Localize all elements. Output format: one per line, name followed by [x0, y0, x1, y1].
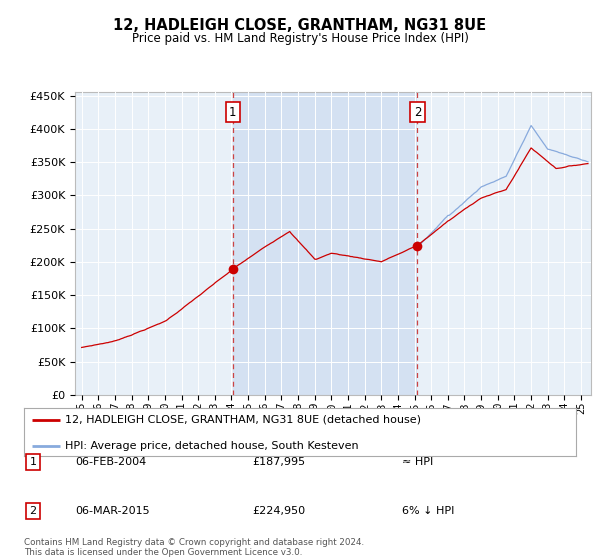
- Text: 12, HADLEIGH CLOSE, GRANTHAM, NG31 8UE: 12, HADLEIGH CLOSE, GRANTHAM, NG31 8UE: [113, 18, 487, 33]
- Text: ≈ HPI: ≈ HPI: [402, 457, 433, 467]
- Text: 06-MAR-2015: 06-MAR-2015: [75, 506, 149, 516]
- Text: £224,950: £224,950: [252, 506, 305, 516]
- Text: 12, HADLEIGH CLOSE, GRANTHAM, NG31 8UE (detached house): 12, HADLEIGH CLOSE, GRANTHAM, NG31 8UE (…: [65, 415, 421, 425]
- Text: £187,995: £187,995: [252, 457, 305, 467]
- Text: 06-FEB-2004: 06-FEB-2004: [75, 457, 146, 467]
- Text: HPI: Average price, detached house, South Kesteven: HPI: Average price, detached house, Sout…: [65, 441, 359, 451]
- Text: 6% ↓ HPI: 6% ↓ HPI: [402, 506, 454, 516]
- Text: Price paid vs. HM Land Registry's House Price Index (HPI): Price paid vs. HM Land Registry's House …: [131, 32, 469, 45]
- Text: Contains HM Land Registry data © Crown copyright and database right 2024.
This d: Contains HM Land Registry data © Crown c…: [24, 538, 364, 557]
- Text: 1: 1: [229, 105, 236, 119]
- Text: 1: 1: [29, 457, 37, 467]
- Text: 2: 2: [29, 506, 37, 516]
- Bar: [233, 92, 418, 395]
- Text: 2: 2: [413, 105, 421, 119]
